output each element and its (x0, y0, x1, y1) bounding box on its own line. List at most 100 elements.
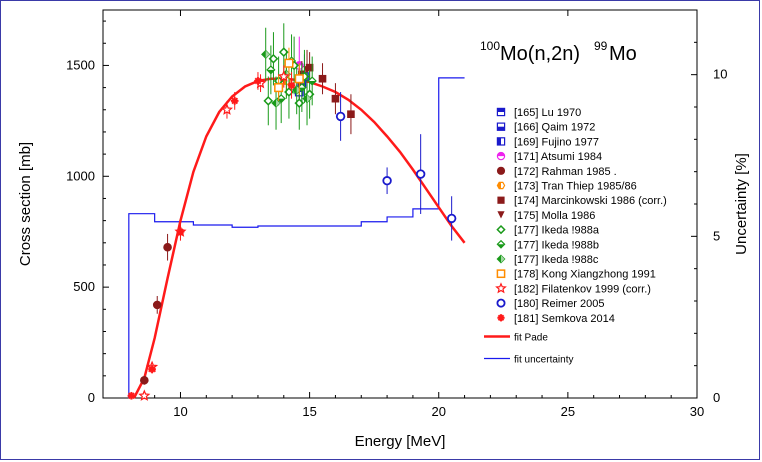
y-tick-label: 0 (88, 390, 95, 405)
legend-item-10: [177] Ikeda !988c (496, 254, 599, 266)
legend-item-2: [169] Fujino 1977 (496, 136, 599, 148)
legend-item-12: [182] Filatenkov 1999 (corr.) (495, 282, 651, 295)
reaction-product: Mo (609, 43, 637, 65)
legend-label: [182] Filatenkov 1999 (corr.) (514, 283, 651, 295)
legend-marker (497, 196, 505, 204)
legend-uncertainty-label: fit uncertainty (514, 355, 573, 366)
legend-marker (496, 181, 506, 190)
data-point-series-4-0 (140, 375, 149, 385)
legend-label: [172] Rahman 1985 . (514, 166, 617, 178)
axis-ticks: 10 15 20 25 30 0 500 1000 1500 0 5 10 (66, 10, 727, 419)
data-point-series-14-2 (176, 222, 185, 241)
x-axis-title: Energy [MeV] (355, 433, 446, 450)
data-point-series-12-3 (220, 100, 234, 119)
legend-item-uncertainty: fit uncertainty (484, 355, 573, 366)
reaction-label: 100 Mo(n,2n) 99 Mo (480, 39, 637, 65)
legend-marker (496, 166, 506, 175)
x-tick-label: 15 (302, 404, 316, 419)
x-tick-label: 20 (432, 404, 446, 419)
legend-marker (496, 298, 506, 308)
data-point-series-11-2 (294, 63, 304, 95)
data-point-series-12-0 (138, 389, 151, 401)
legend-label: [177] Ikeda !988c (514, 254, 599, 266)
data-point-series-11-0 (274, 74, 284, 101)
x-tick-label: 25 (561, 404, 575, 419)
y-tick-label: 1500 (66, 57, 95, 72)
legend-item-0: [165] Lu 1970 (496, 107, 581, 119)
legend-item-9: [177] Ikeda !988b (496, 239, 599, 251)
data-point-series-4-2 (163, 233, 172, 261)
data-point-series-6-3 (331, 83, 340, 115)
reaction-target-mass: 100 (480, 39, 500, 53)
uncertainty-layer (128, 77, 465, 398)
legend-item-5: [173] Tran Thiep 1985/86 (496, 181, 637, 193)
data-point-series-9-1 (276, 74, 286, 124)
data-point-series-10-4 (302, 72, 312, 126)
legend-marker (496, 224, 506, 235)
legend-label: [181] Semkova 2014 (514, 313, 615, 325)
x-tick-label: 30 (690, 404, 704, 419)
y-right-tick-label: 5 (713, 228, 720, 243)
legend-label: [175] Molla 1986 (514, 210, 595, 222)
legend-marker (497, 314, 505, 322)
data-point-series-12-5 (277, 65, 290, 88)
y-axis-right-title: Uncertainty [%] (733, 153, 750, 255)
legend-item-1: [166] Qaim 1972 (496, 122, 595, 134)
legend-label: [177] Ikeda !988a (514, 225, 600, 237)
legend-fit-label: fit Pade (514, 333, 548, 344)
legend-item-fit: fit Pade (484, 333, 548, 344)
legend-item-11: [178] Kong Xiangzhong 1991 (496, 269, 656, 281)
data-point-series-14-1 (148, 364, 156, 374)
legend-item-4: [172] Rahman 1985 . (496, 166, 617, 178)
legend-label: [178] Kong Xiangzhong 1991 (514, 269, 656, 281)
legend-marker (496, 151, 506, 161)
y-tick-label: 500 (73, 279, 95, 294)
data-point-series-10-0 (261, 27, 271, 81)
legend-item-8: [177] Ikeda !988a (496, 224, 600, 237)
data-point-series-13-0 (335, 92, 346, 141)
legend-item-14: [181] Semkova 2014 (497, 313, 615, 325)
legend-item-13: [180] Reimer 2005 (496, 298, 605, 310)
data-point-series-4-1 (152, 296, 162, 314)
legend-marker (495, 282, 507, 294)
y-right-tick-label: 0 (713, 390, 720, 405)
data-point-series-14-3 (230, 92, 239, 110)
legend-marker (496, 269, 506, 279)
legend-label: [171] Atsumi 1984 (514, 151, 602, 163)
reaction-product-mass: 99 (594, 39, 608, 53)
y-axis-title: Cross section [mb] (17, 142, 34, 266)
legend-marker (497, 211, 505, 219)
uncertainty-step-line (128, 77, 465, 398)
data-point-series-9-0 (266, 45, 276, 95)
legend-label: [177] Ikeda !988b (514, 239, 599, 251)
data-points-layer (127, 23, 457, 401)
legend-item-6: [174] Marcinkowski 1986 (corr.) (497, 195, 667, 207)
data-point-series-13-1 (382, 167, 392, 195)
data-point-series-14-5 (287, 72, 296, 99)
legend-marker (496, 122, 506, 131)
data-point-series-8-0 (263, 76, 274, 126)
legend-marker (496, 239, 506, 249)
data-point-series-6-4 (347, 94, 355, 135)
legend-label: [165] Lu 1970 (514, 107, 581, 119)
legend-item-3: [171] Atsumi 1984 (496, 151, 602, 163)
data-point-series-14-4 (254, 72, 262, 90)
legend-label: [173] Tran Thiep 1985/86 (514, 181, 637, 193)
legend-marker (496, 137, 506, 146)
data-point-series-6-2 (318, 63, 327, 95)
data-point-series-9-4 (307, 56, 317, 106)
data-point-series-13-3 (446, 196, 457, 241)
legend-label: [169] Fujino 1977 (514, 136, 599, 148)
reaction-body: Mo(n,2n) (500, 43, 580, 65)
y-right-tick-label: 10 (713, 67, 727, 82)
legend-label: [174] Marcinkowski 1986 (corr.) (514, 195, 667, 207)
data-point-series-11-1 (284, 47, 294, 79)
legend-marker (496, 107, 506, 117)
data-point-series-14-0 (127, 391, 136, 400)
legend-label: [180] Reimer 2005 (514, 298, 605, 310)
legend-item-7: [175] Molla 1986 (497, 210, 595, 222)
legend-label: [166] Qaim 1972 (514, 122, 595, 134)
data-point-series-13-2 (415, 134, 426, 214)
